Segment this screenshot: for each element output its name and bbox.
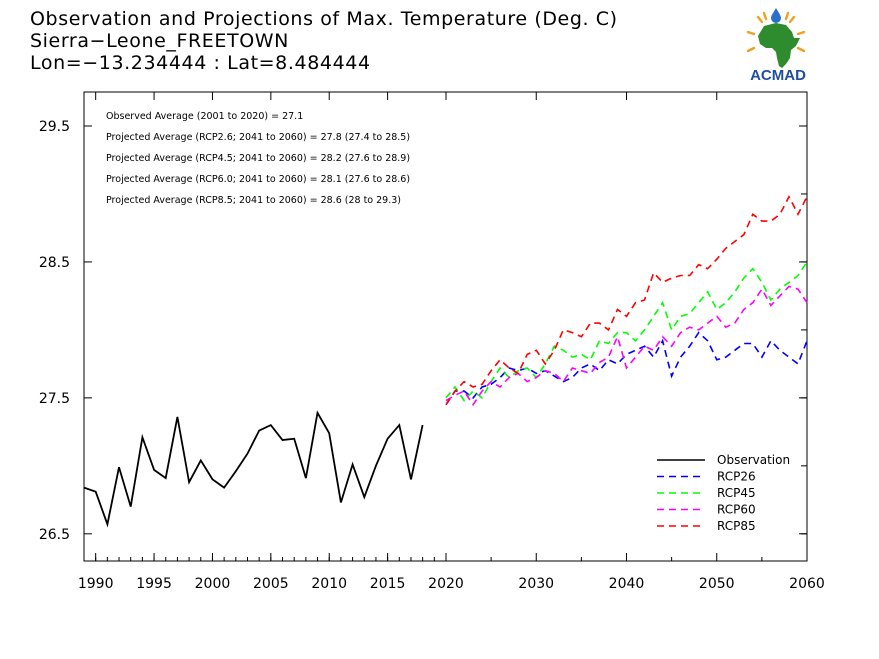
x-tick-label: 2030 xyxy=(518,576,554,592)
water-drop-icon xyxy=(771,8,781,23)
x-tick-label: 2060 xyxy=(789,576,825,592)
x-tick-label: 2050 xyxy=(699,576,735,592)
series-line-rcp45 xyxy=(445,261,808,402)
chart-subtitle-location: Sierra−Leone_FREETOWN xyxy=(30,30,289,52)
africa-map-icon xyxy=(758,23,800,68)
annotation-line: Projected Average (RCP6.0; 2041 to 2060)… xyxy=(106,174,410,185)
annotation-line: Projected Average (RCP4.5; 2041 to 2060)… xyxy=(106,153,410,164)
annotation-line: Observed Average (2001 to 2020) = 27.1 xyxy=(106,111,303,122)
legend-label: Observation xyxy=(717,453,790,467)
series-line-observation xyxy=(83,410,424,528)
y-tick-label: 29.5 xyxy=(39,119,70,135)
series-line-rcp60 xyxy=(445,285,808,407)
chart-title-block: Observation and Projections of Max. Temp… xyxy=(30,8,618,74)
chart-title: Observation and Projections of Max. Temp… xyxy=(30,8,618,30)
annotation-line: Projected Average (RCP2.6; 2041 to 2060)… xyxy=(106,132,410,143)
x-tick-label: 1995 xyxy=(136,576,172,592)
y-tick-label: 26.5 xyxy=(39,527,70,543)
x-tick-label: 2000 xyxy=(195,576,231,592)
legend-label: RCP60 xyxy=(717,503,756,517)
annotation-line: Projected Average (RCP8.5; 2041 to 2060)… xyxy=(106,195,401,206)
x-tick-label: 2020 xyxy=(428,576,464,592)
legend-label: RCP45 xyxy=(717,486,756,500)
x-tick-label: 2040 xyxy=(609,576,645,592)
annotations: Observed Average (2001 to 2020) = 27.1 Pr… xyxy=(106,111,410,206)
x-tick-label: 2005 xyxy=(253,576,289,592)
legend-label: RCP85 xyxy=(717,519,756,533)
x-tick-label: 2015 xyxy=(370,576,406,592)
acmad-logo: ACMAD xyxy=(746,8,806,84)
logo-text: ACMAD xyxy=(750,67,806,84)
legend: Observation RCP26 RCP45 RCP60 RCP85 xyxy=(657,453,790,533)
series-lines xyxy=(83,194,808,528)
legend-label: RCP26 xyxy=(717,470,756,484)
y-tick-label: 28.5 xyxy=(39,255,70,271)
y-axis: 26.5 27.5 28.5 29.5 xyxy=(39,119,807,543)
x-tick-label: 2010 xyxy=(311,576,347,592)
y-tick-label: 27.5 xyxy=(39,391,70,407)
series-line-rcp26 xyxy=(445,331,808,406)
x-tick-label: 1990 xyxy=(78,576,114,592)
x-axis: 1990 1995 2000 2005 2010 2015 2020 2030 2040 2050… xyxy=(78,92,825,592)
series-line-rcp85 xyxy=(445,194,808,406)
chart-subtitle-coordinates: Lon=−13.234444 : Lat=8.484444 xyxy=(30,52,371,74)
